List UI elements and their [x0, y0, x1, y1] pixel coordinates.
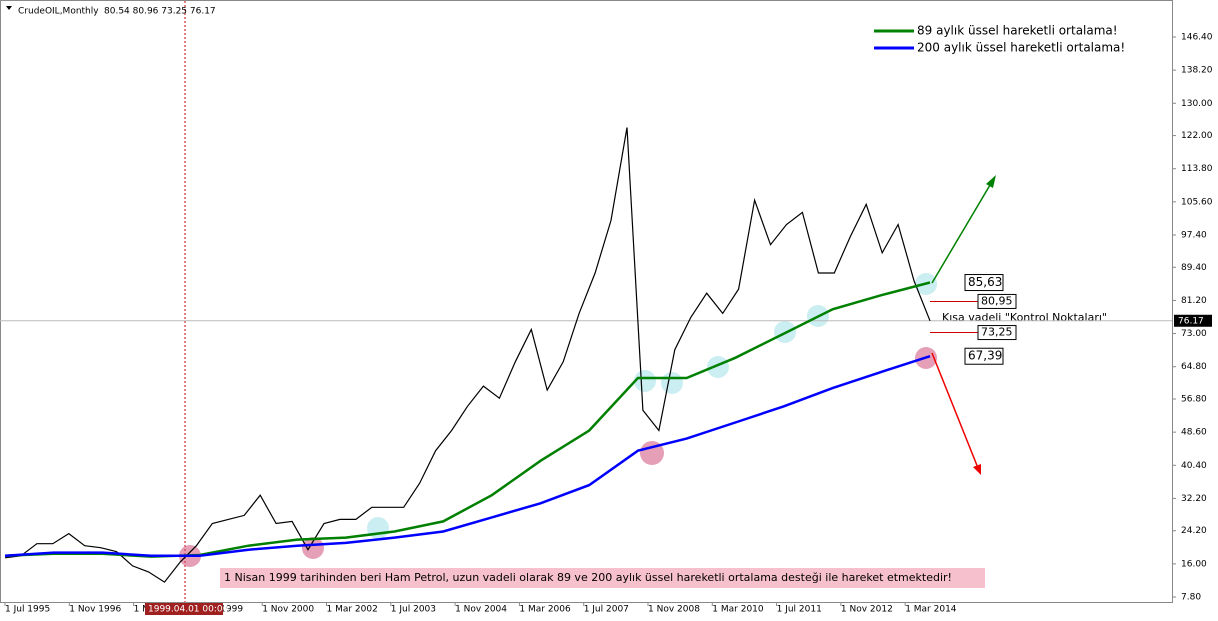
x-tick-label: 1 Mar 2014 — [905, 605, 957, 615]
legend-label: 89 aylık üssel hareketli ortalama! — [917, 24, 1118, 38]
y-tick-label: 48.60 — [1181, 428, 1207, 438]
y-tick-label: 73.00 — [1181, 329, 1207, 339]
y-tick-label: 24.20 — [1181, 526, 1207, 536]
x-tick-label: 1 Mar 2002 — [327, 605, 378, 615]
y-tick-label: 89.40 — [1181, 263, 1207, 273]
ohlc: 80.54 80.96 73.25 76.17 — [104, 7, 216, 17]
x-tick-label: 1 Jul 2003 — [391, 605, 436, 615]
y-tick-label: 7.80 — [1181, 593, 1201, 603]
crosshair-tag — [145, 603, 223, 615]
x-tick-label: 1 Nov 2008 — [648, 605, 700, 615]
x-tick-label: 1 Jul 2007 — [584, 605, 629, 615]
title: CrudeOIL,Monthly — [18, 7, 99, 17]
y-tick-label: 40.40 — [1181, 461, 1207, 471]
x-tick-label: 1 Nov 2000 — [262, 605, 314, 615]
series-line — [4, 355, 931, 558]
price-tag — [1174, 314, 1212, 327]
y-tick-label: 81.20 — [1181, 296, 1207, 306]
x-tick-label: 1 Nov 2012 — [841, 605, 893, 615]
x-tick-label: 1 Mar 2006 — [519, 605, 571, 615]
price-tag-label: 76.17 — [1178, 316, 1204, 326]
level-label: 73,25 — [981, 326, 1013, 339]
menu-arrow — [6, 6, 12, 10]
level-label: 80,95 — [981, 294, 1013, 307]
x-tick-label: 1 Jul 2011 — [777, 605, 822, 615]
arrows — [931, 175, 996, 475]
legend-label: 200 aylık üssel hareketli ortalama! — [917, 41, 1125, 55]
level-box — [964, 347, 1004, 365]
level-box — [964, 274, 1004, 292]
y-tick-label: 113.80 — [1181, 164, 1213, 174]
y-tick-label: 97.40 — [1181, 230, 1207, 240]
level-label: 85,63 — [968, 275, 1002, 289]
y-tick-label: 146.40 — [1181, 33, 1213, 43]
crosshair-label: 1999.04.01 00:00 — [148, 605, 229, 615]
level-box — [977, 293, 1017, 309]
y-tick-label: 105.60 — [1181, 197, 1213, 207]
y-tick-label: 64.80 — [1181, 362, 1207, 372]
y-tick-label: 56.80 — [1181, 395, 1207, 405]
level-box — [977, 325, 1017, 341]
y-tick-label: 32.20 — [1181, 494, 1207, 504]
series-line — [4, 127, 931, 583]
y-tick-label: 138.20 — [1181, 66, 1213, 76]
note-box — [220, 568, 985, 588]
level-label: 67,39 — [968, 349, 1002, 363]
x-tick-label: 1 Mar 2010 — [712, 605, 764, 615]
note: 1 Nisan 1999 tarihinden beri Ham Petrol,… — [224, 571, 952, 584]
x-tick-label: 1 Jul 1995 — [5, 605, 50, 615]
y-tick-label: 16.00 — [1181, 559, 1207, 569]
y-tick-label: 122.00 — [1181, 131, 1213, 141]
x-tick-label: 1 Nov 1996 — [69, 605, 121, 615]
y-tick-label: 130.00 — [1181, 99, 1213, 109]
x-tick-label: 1 Nov 2004 — [455, 605, 507, 615]
annotation: Kısa vadeli "Kontrol Noktaları" — [942, 311, 1107, 324]
